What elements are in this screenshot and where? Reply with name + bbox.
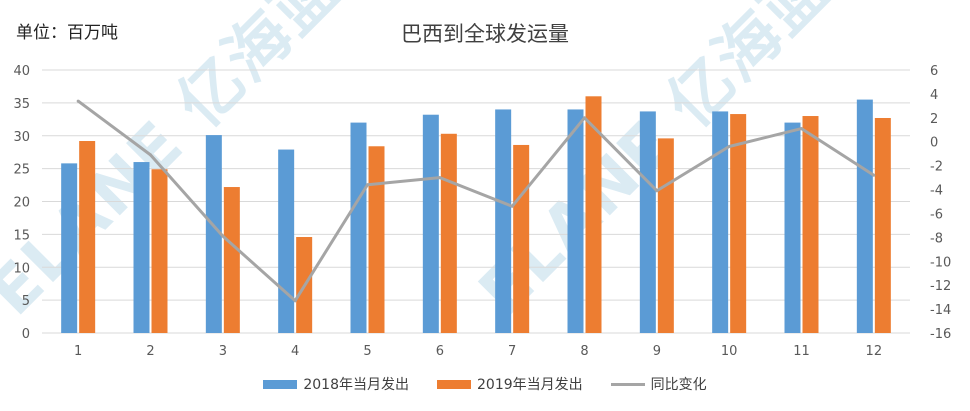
- legend-label-2019: 2019年当月发出: [477, 377, 583, 393]
- y2-tick-label: 0: [930, 136, 938, 151]
- x-tick-label: 8: [580, 344, 588, 359]
- point-yoy-change: [583, 116, 586, 120]
- point-yoy-change: [366, 183, 369, 187]
- bar-2018: [350, 122, 367, 333]
- bar-2018: [856, 99, 873, 334]
- x-tick-label: 7: [508, 344, 516, 359]
- point-yoy-change: [510, 204, 514, 208]
- bar-2019: [368, 146, 385, 333]
- y2-tick-label: 6: [930, 64, 938, 79]
- bar-2018: [278, 149, 295, 333]
- chart-title: 巴西到全球发运量: [401, 22, 569, 46]
- point-yoy-change: [293, 299, 297, 303]
- y-tick-label: 30: [13, 130, 30, 145]
- y-tick-label: 10: [13, 261, 30, 276]
- y2-tick-label: -8: [930, 231, 943, 246]
- x-tick-label: 9: [653, 344, 661, 359]
- y2-tick-label: -2: [930, 160, 943, 175]
- bar-2018: [639, 111, 656, 333]
- x-tick-label: 11: [793, 344, 810, 359]
- legend-item-2019: 2019年当月发出: [437, 374, 583, 394]
- y-tick-label: 20: [13, 196, 30, 211]
- bar-2018: [567, 109, 584, 333]
- bar-2018: [61, 163, 78, 333]
- legend-label-yoy: 同比变化: [650, 377, 707, 393]
- point-yoy-change: [800, 127, 803, 131]
- bar-2018: [712, 111, 729, 333]
- bar-2019: [802, 116, 819, 334]
- point-yoy-change: [655, 189, 659, 193]
- bar-2019: [513, 144, 530, 333]
- bar-2019: [223, 187, 240, 333]
- bar-2019: [151, 169, 168, 333]
- line-yoy-change: [77, 99, 875, 303]
- y2-tick-label: -16: [930, 327, 951, 342]
- y2-tick-label: -10: [930, 255, 951, 270]
- y2-tick-label: -12: [930, 279, 951, 294]
- legend-swatch-2018: [263, 379, 298, 389]
- legend-label-2018: 2018年当月发出: [303, 377, 409, 393]
- bar-2019: [585, 96, 602, 333]
- legend-item-2018: 2018年当月发出: [263, 374, 409, 394]
- bar-2019: [730, 114, 747, 334]
- bar-2018: [495, 109, 512, 333]
- bar-2018: [784, 122, 801, 333]
- legend-item-yoy: 同比变化: [610, 374, 707, 394]
- y-tick-label: 5: [22, 294, 30, 309]
- y2-tick-label: -6: [930, 207, 943, 222]
- y-tick-label: 15: [13, 228, 30, 243]
- y2-tick-label: -4: [930, 184, 943, 199]
- x-tick-label: 4: [291, 344, 299, 359]
- y-tick-label: 25: [13, 163, 30, 178]
- point-yoy-change: [438, 176, 442, 180]
- x-tick-label: 6: [436, 344, 444, 359]
- x-tick-label: 3: [219, 344, 227, 359]
- bar-2019: [874, 117, 891, 333]
- x-tick-label: 12: [866, 344, 883, 359]
- y2-tick-label: 2: [930, 112, 938, 127]
- bar-2019: [657, 138, 674, 333]
- point-yoy-change: [872, 173, 876, 177]
- y2-tick-label: 4: [930, 88, 938, 103]
- x-tick-label: 5: [363, 344, 371, 359]
- y-tick-label: 35: [13, 97, 30, 112]
- bar-2018: [133, 162, 150, 333]
- bar-2019: [79, 141, 96, 333]
- legend: 2018年当月发出 2019年当月发出 同比变化: [0, 374, 970, 394]
- unit-label: 单位：百万吨: [16, 23, 118, 43]
- point-yoy-change: [76, 99, 80, 103]
- bar-2018: [205, 135, 222, 333]
- x-tick-label: 1: [74, 344, 82, 359]
- point-yoy-change: [221, 234, 225, 238]
- y2-tick-label: -14: [930, 303, 951, 318]
- point-yoy-change: [727, 145, 731, 149]
- y-tick-label: 0: [22, 327, 30, 342]
- bar-2018: [422, 114, 439, 334]
- legend-swatch-2019: [437, 379, 471, 389]
- x-tick-label: 10: [721, 344, 738, 359]
- bar-2019: [440, 133, 457, 333]
- x-tick-label: 2: [146, 344, 154, 359]
- point-yoy-change: [149, 153, 152, 157]
- legend-swatch-yoy: [610, 382, 645, 386]
- y-tick-label: 40: [13, 64, 30, 79]
